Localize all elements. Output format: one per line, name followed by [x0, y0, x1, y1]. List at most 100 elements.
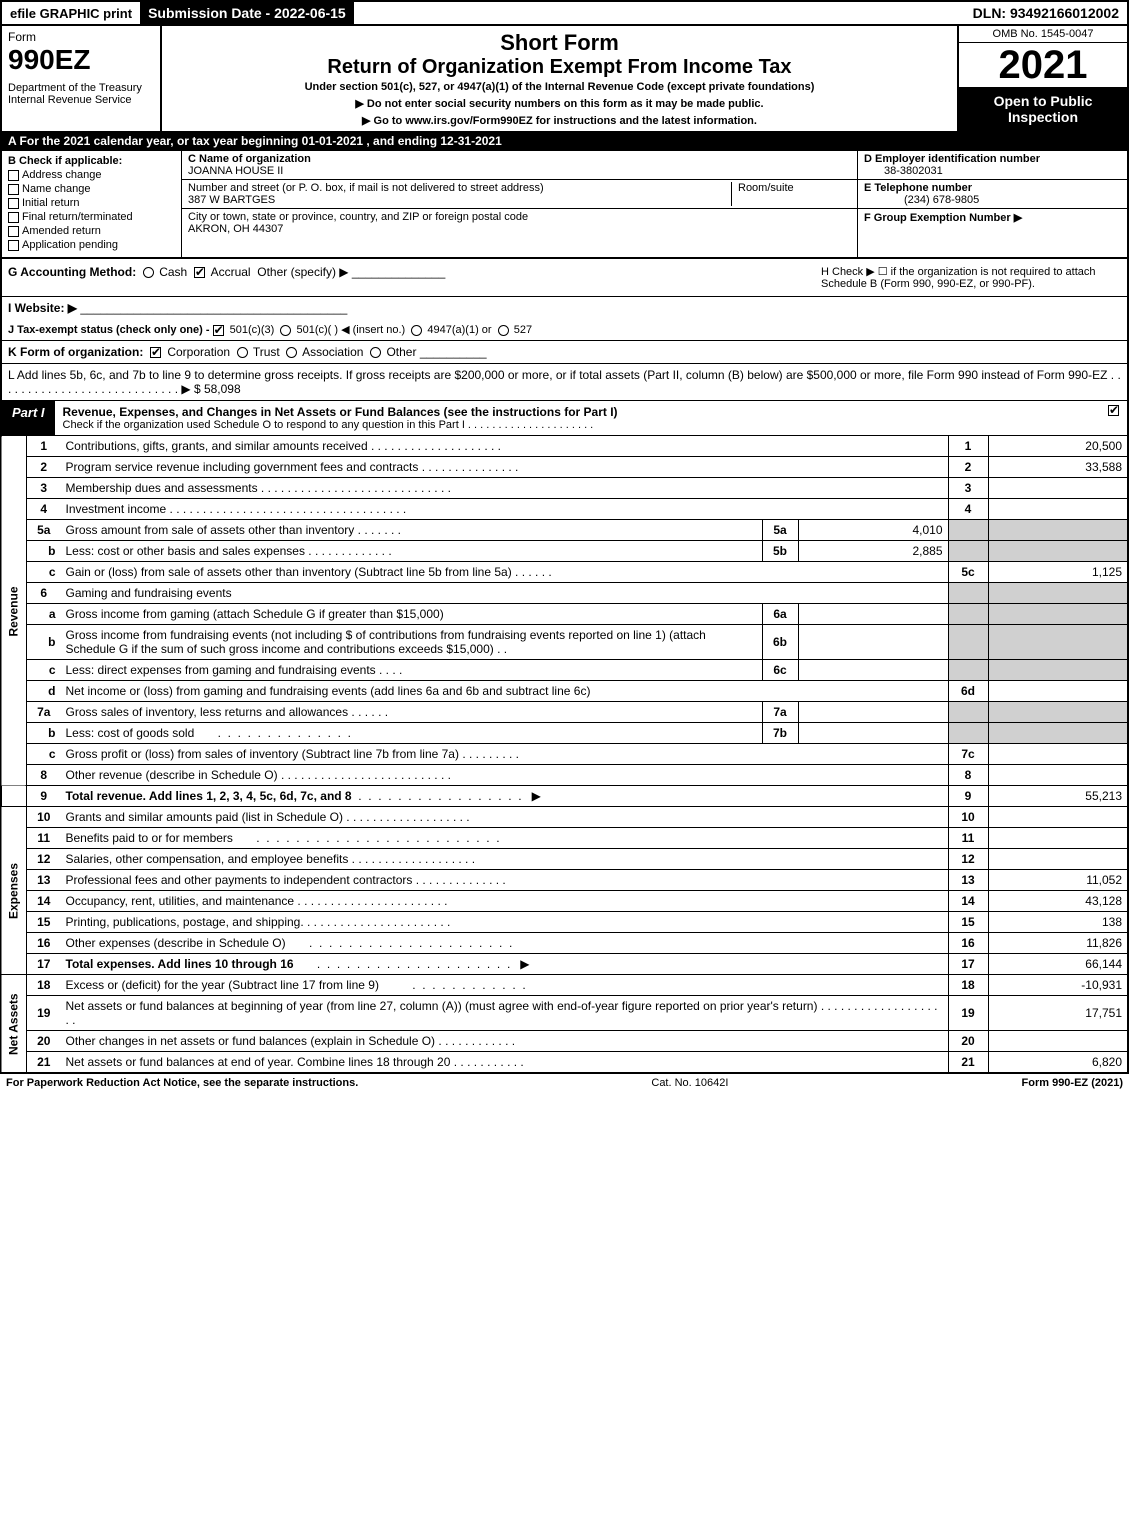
street: 387 W BARTGES: [188, 194, 275, 206]
val-15: 138: [988, 912, 1128, 933]
radio-trust[interactable]: [237, 347, 248, 358]
radio-association[interactable]: [286, 347, 297, 358]
desc-19: Net assets or fund balances at beginning…: [66, 999, 818, 1013]
val-18: -10,931: [988, 975, 1128, 996]
desc-17: Total expenses. Add lines 10 through 16: [66, 957, 294, 971]
form-org-label: K Form of organization:: [8, 345, 143, 359]
footer-right: Form 990-EZ (2021): [1022, 1077, 1123, 1089]
form-header: Form 990EZ Department of the Treasury In…: [0, 26, 1129, 131]
street-label: Number and street (or P. O. box, if mail…: [188, 182, 544, 194]
efile-label[interactable]: efile GRAPHIC print: [2, 3, 140, 24]
dept-treasury: Department of the Treasury: [8, 82, 154, 94]
val-16: 11,826: [988, 933, 1128, 954]
inspection-label: Open to Public Inspection: [959, 87, 1127, 131]
desc-13: Professional fees and other payments to …: [66, 873, 413, 887]
val-14: 43,128: [988, 891, 1128, 912]
radio-cash[interactable]: [143, 267, 154, 278]
tel-label: E Telephone number: [864, 182, 972, 194]
chk-accrual[interactable]: [194, 267, 205, 278]
chk-pending[interactable]: Application pending: [8, 239, 175, 251]
desc-6b: Gross income from fundraising events (no…: [66, 628, 706, 656]
line-l-amount: ▶ $ 58,098: [181, 382, 240, 396]
chk-corporation[interactable]: [150, 347, 161, 358]
footer-catno: Cat. No. 10642I: [358, 1077, 1021, 1089]
desc-7c: Gross profit or (loss) from sales of inv…: [66, 747, 459, 761]
desc-6a: Gross income from gaming (attach Schedul…: [66, 607, 444, 621]
desc-21: Net assets or fund balances at end of ye…: [66, 1055, 451, 1069]
footer-left: For Paperwork Reduction Act Notice, see …: [6, 1077, 358, 1089]
desc-15: Printing, publications, postage, and shi…: [66, 915, 304, 929]
desc-6d: Net income or (loss) from gaming and fun…: [61, 681, 949, 702]
return-title: Return of Organization Exempt From Incom…: [170, 56, 949, 79]
chk-initial[interactable]: Initial return: [8, 197, 175, 209]
city-label: City or town, state or province, country…: [188, 211, 528, 223]
desc-9: Total revenue. Add lines 1, 2, 3, 4, 5c,…: [66, 789, 352, 803]
irs-label: Internal Revenue Service: [8, 94, 154, 106]
val-5b: 2,885: [798, 541, 948, 562]
chk-address[interactable]: Address change: [8, 169, 175, 181]
chk-501c3[interactable]: [213, 325, 224, 336]
row-j: J Tax-exempt status (check only one) - 5…: [0, 319, 1129, 341]
accounting-method-label: G Accounting Method:: [8, 265, 136, 279]
radio-4947[interactable]: [411, 325, 422, 336]
chk-final[interactable]: Final return/terminated: [8, 211, 175, 223]
block-bcd: B Check if applicable: Address change Na…: [0, 151, 1129, 259]
col-b: B Check if applicable: Address change Na…: [2, 151, 182, 257]
radio-527[interactable]: [498, 325, 509, 336]
radio-other[interactable]: [370, 347, 381, 358]
website-label: I Website: ▶: [8, 301, 77, 315]
city: AKRON, OH 44307: [188, 223, 283, 235]
desc-7b: Less: cost of goods sold: [66, 726, 195, 740]
part-i-header: Part I Revenue, Expenses, and Changes in…: [0, 401, 1129, 436]
dln: DLN: 93492166012002: [965, 2, 1127, 24]
val-21: 6,820: [988, 1052, 1128, 1073]
col-d: D Employer identification number38-38020…: [857, 151, 1127, 257]
part-i-sub: Check if the organization used Schedule …: [63, 419, 465, 431]
desc-4: Investment income: [66, 502, 167, 516]
val-19: 17,751: [988, 996, 1128, 1031]
col-c: C Name of organizationJOANNA HOUSE II Nu…: [182, 151, 857, 257]
group-exemption-label: F Group Exemption Number ▶: [864, 212, 1022, 224]
telephone: (234) 678-9805: [864, 194, 979, 206]
radio-501c[interactable]: [280, 325, 291, 336]
val-9: 55,213: [988, 786, 1128, 807]
form-number: 990EZ: [8, 44, 91, 75]
val-13: 11,052: [988, 870, 1128, 891]
omb-number: OMB No. 1545-0047: [959, 26, 1127, 43]
under-section: Under section 501(c), 527, or 4947(a)(1)…: [170, 81, 949, 93]
expenses-side-label: Expenses: [1, 807, 27, 975]
chk-schedule-o[interactable]: [1108, 405, 1119, 416]
chk-name[interactable]: Name change: [8, 183, 175, 195]
top-bar: efile GRAPHIC print Submission Date - 20…: [0, 0, 1129, 26]
instructions-link[interactable]: ▶ Go to www.irs.gov/Form990EZ for instru…: [170, 114, 949, 127]
row-l: L Add lines 5b, 6c, and 7b to line 9 to …: [0, 364, 1129, 401]
ein: 38-3802031: [864, 165, 943, 177]
row-k: K Form of organization: Corporation Trus…: [0, 341, 1129, 364]
val-17: 66,144: [988, 954, 1128, 975]
num-1: 1: [948, 436, 988, 457]
chk-amended[interactable]: Amended return: [8, 225, 175, 237]
netassets-side-label: Net Assets: [1, 975, 27, 1073]
desc-5a: Gross amount from sale of assets other t…: [66, 523, 355, 537]
section-a: A For the 2021 calendar year, or tax yea…: [0, 131, 1129, 151]
val-5a: 4,010: [798, 520, 948, 541]
desc-11: Benefits paid to or for members: [66, 831, 233, 845]
desc-3: Membership dues and assessments: [66, 481, 258, 495]
ssn-warning: ▶ Do not enter social security numbers o…: [170, 97, 949, 110]
footer: For Paperwork Reduction Act Notice, see …: [0, 1073, 1129, 1092]
form-word: Form: [8, 30, 36, 44]
part-i-title: Revenue, Expenses, and Changes in Net As…: [63, 405, 618, 419]
desc-12: Salaries, other compensation, and employ…: [66, 852, 349, 866]
row-g-h: G Accounting Method: Cash Accrual Other …: [0, 259, 1129, 297]
tax-year: 2021: [959, 43, 1127, 87]
desc-2: Program service revenue including govern…: [66, 460, 419, 474]
desc-6c: Less: direct expenses from gaming and fu…: [66, 663, 376, 677]
col-b-header: B Check if applicable:: [8, 155, 175, 167]
row-i: I Website: ▶ ___________________________…: [0, 297, 1129, 319]
desc-16: Other expenses (describe in Schedule O): [66, 936, 286, 950]
ln-1: 1: [27, 436, 61, 457]
desc-8: Other revenue (describe in Schedule O): [66, 768, 278, 782]
line-l-text: L Add lines 5b, 6c, and 7b to line 9 to …: [8, 368, 1107, 382]
desc-5b: Less: cost or other basis and sales expe…: [66, 544, 305, 558]
desc-14: Occupancy, rent, utilities, and maintena…: [66, 894, 295, 908]
